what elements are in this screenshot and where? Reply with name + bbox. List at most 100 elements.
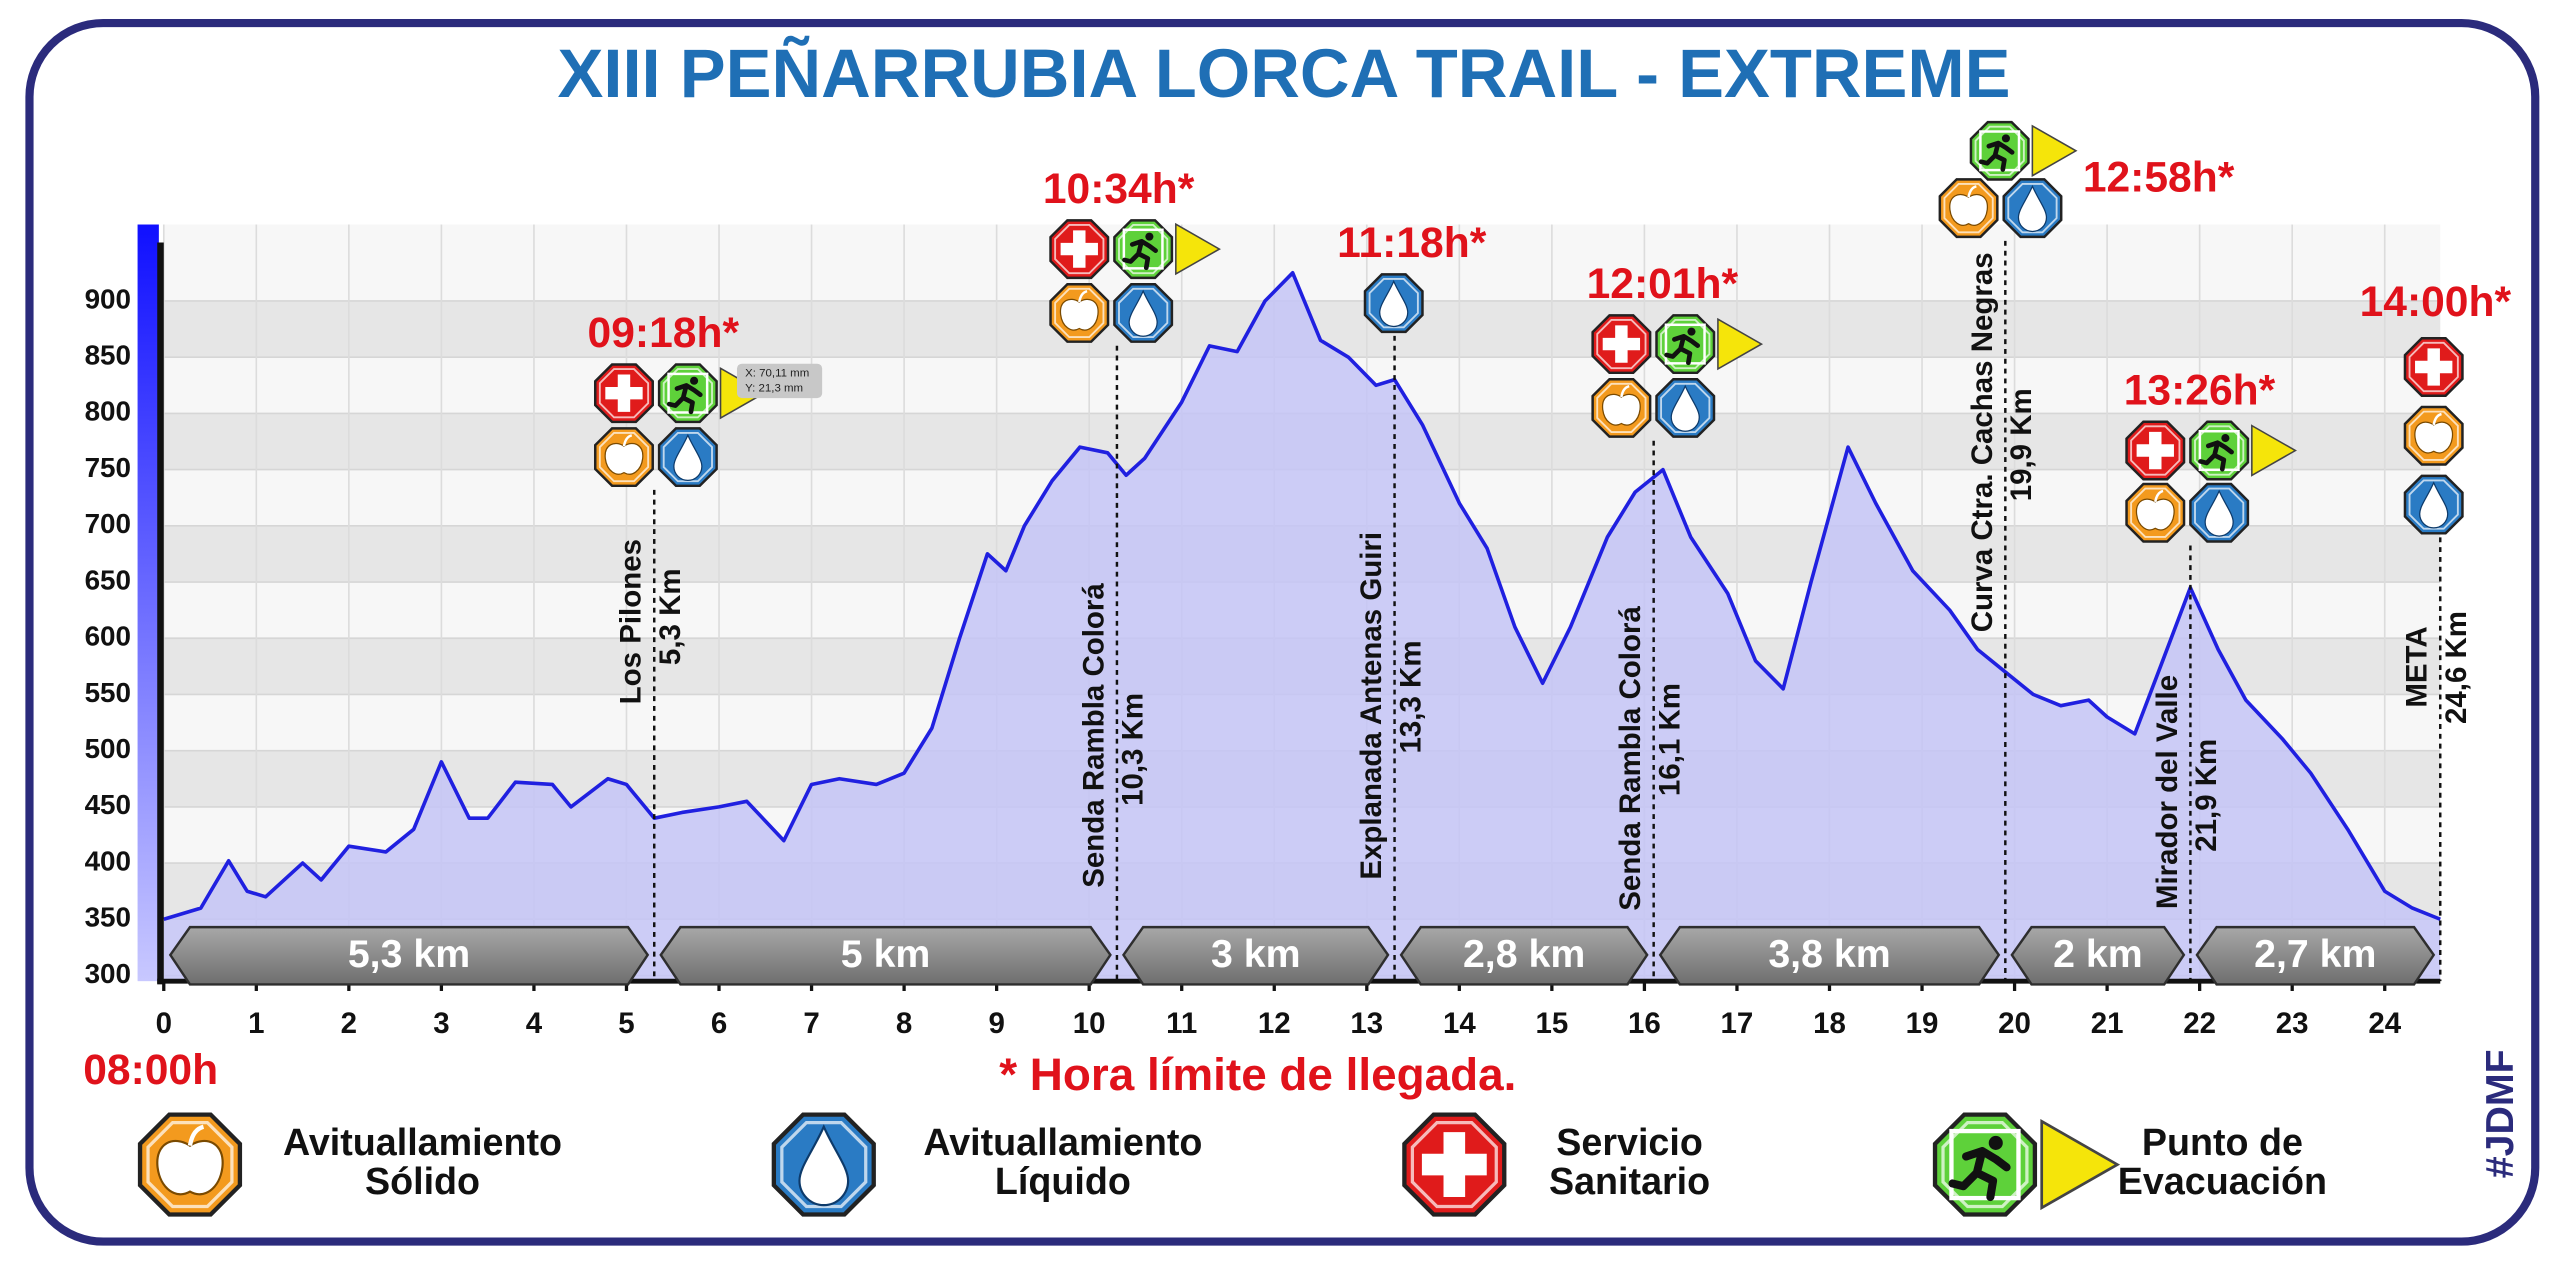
x-tick-label: 5 [618, 1007, 634, 1040]
y-tick-label: 850 [85, 340, 131, 371]
icon-body [1932, 1112, 2038, 1217]
x-tick-label: 23 [2276, 1007, 2309, 1040]
icon-rim [1118, 287, 1169, 339]
icon [2403, 337, 2464, 397]
segment-label: 2,8 km [1463, 932, 1585, 976]
y-tick-label: 300 [85, 958, 131, 989]
x-tick-label: 7 [803, 1007, 819, 1040]
icon-rim [1596, 382, 1647, 434]
apple [1949, 193, 1988, 226]
checkpoint-km: 13,3 Km [1394, 640, 1427, 753]
y-tick-label: 500 [85, 733, 131, 764]
segment-label: 3,8 km [1768, 932, 1890, 976]
chart-title: XIII PEÑARRUBIA LORCA TRAIL - EXTREME [557, 35, 2010, 112]
tooltip-box [736, 363, 823, 399]
checkpoint-time: 12:01h* [1587, 260, 1739, 308]
signature: #JDMF [2478, 1049, 2522, 1178]
cross [1421, 1132, 1487, 1198]
legend-label: Sólido [365, 1160, 480, 1202]
icon-rim [2007, 183, 2058, 234]
evac-arrow [1717, 317, 1764, 371]
icon-rim [1054, 223, 1105, 275]
apple [1602, 393, 1641, 426]
elevation-area [163, 272, 2441, 982]
tooltip-text: X: 70,11 mm [745, 368, 809, 380]
icon [2125, 420, 2186, 481]
x-tick-label: 11 [1166, 1007, 1197, 1040]
segment-arrow [1121, 925, 1390, 986]
segment-arrow [2010, 925, 2186, 986]
x-tick-label: 19 [1906, 1007, 1939, 1040]
runner-body [1948, 1147, 2011, 1202]
x-tick-label: 6 [711, 1007, 727, 1040]
runner-body [1978, 140, 2015, 172]
drop [1670, 384, 1700, 432]
checkpoint-time: 11:18h* [1337, 219, 1487, 267]
icon [1363, 273, 1424, 334]
icon [1113, 282, 1174, 343]
drop [798, 1124, 850, 1207]
icon [1932, 1112, 2121, 1217]
icon [1591, 314, 1652, 375]
segment-label: 3 km [1211, 932, 1301, 976]
x-tick-label: 8 [896, 1007, 912, 1040]
icon [593, 363, 654, 424]
y-tick-label: 550 [85, 677, 131, 708]
apple-leaf [1620, 384, 1630, 398]
y-tick-label: 700 [85, 508, 131, 539]
y-tick-label: 800 [85, 396, 131, 427]
evac-frame [667, 372, 709, 414]
icon [657, 427, 718, 488]
x-tick-label: 10 [1073, 1007, 1106, 1040]
x-tick-label: 12 [1258, 1007, 1291, 1040]
drop [1379, 279, 1409, 328]
x-tick-label: 20 [1998, 1007, 2031, 1040]
apple-leaf [1078, 289, 1088, 303]
cross [1602, 325, 1641, 363]
evac-arrow [2031, 124, 2078, 178]
runner-head [2001, 134, 2010, 143]
icon [1049, 219, 1110, 280]
apple-leaf [2154, 489, 2164, 503]
icon-rim [598, 368, 650, 419]
icon [1938, 178, 1999, 239]
y-tick-label: 750 [85, 452, 131, 483]
runner-head [1145, 232, 1154, 241]
icon-rim [2130, 425, 2181, 476]
icon [1655, 314, 1764, 375]
icon [1113, 219, 1221, 280]
x-tick-label: 0 [156, 1007, 172, 1040]
legend-label: Avituallamiento [923, 1121, 1202, 1163]
plot-area: 3003504004505005506006507007508008509000… [85, 120, 2512, 1040]
segment-arrow [659, 925, 1112, 986]
apple-leaf [187, 1124, 205, 1147]
checkpoint-name: Senda Rambla Colorá [1614, 606, 1647, 911]
icon-rim [662, 431, 713, 483]
apple [604, 442, 644, 475]
x-tick-label: 18 [1813, 1007, 1846, 1040]
cross [605, 374, 643, 412]
apple [1059, 298, 1099, 331]
segment-arrow [1658, 925, 2001, 986]
segment-label: 2 km [2053, 932, 2143, 976]
y-tick-label: 900 [85, 283, 131, 314]
checkpoint-name: Curva Ctra. Cachas Negras [1966, 252, 1999, 632]
checkpoint-time: 14:00h* [2360, 278, 2512, 326]
evac-frame [1122, 228, 1164, 270]
evac-arrow [2251, 424, 2297, 477]
segment-label: 5,3 km [348, 932, 470, 976]
icon [2189, 482, 2250, 543]
cross [2136, 431, 2174, 470]
apple-leaf [2432, 412, 2442, 426]
icon-rim [2130, 487, 2181, 538]
x-tick-label: 2 [341, 1007, 357, 1040]
checkpoint-time: 09:18h* [588, 309, 740, 357]
icon-rim [2408, 410, 2459, 461]
tooltip-text: Y: 21,3 mm [745, 382, 803, 394]
drop [1128, 289, 1158, 337]
icon [657, 363, 766, 424]
icon [2403, 405, 2464, 466]
x-tick-label: 22 [2183, 1007, 2216, 1040]
icon-rim [2408, 479, 2459, 530]
